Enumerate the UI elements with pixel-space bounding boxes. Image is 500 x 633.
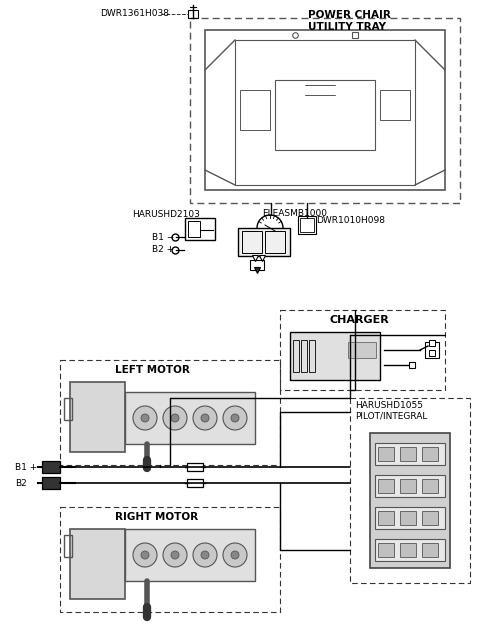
Text: RIGHT MOTOR: RIGHT MOTOR: [115, 512, 198, 522]
Circle shape: [223, 543, 247, 567]
Circle shape: [141, 414, 149, 422]
Circle shape: [193, 543, 217, 567]
Circle shape: [231, 551, 239, 559]
Text: LEFT MOTOR: LEFT MOTOR: [115, 365, 190, 375]
Circle shape: [133, 406, 157, 430]
Text: B2 +: B2 +: [152, 246, 174, 254]
Circle shape: [171, 414, 179, 422]
Text: HARUSHD2103: HARUSHD2103: [132, 210, 200, 219]
Polygon shape: [378, 511, 394, 525]
Text: B2: B2: [15, 479, 27, 487]
Circle shape: [141, 551, 149, 559]
Circle shape: [163, 406, 187, 430]
Text: DWR1010H098: DWR1010H098: [316, 216, 385, 225]
Polygon shape: [70, 529, 125, 599]
Polygon shape: [42, 461, 60, 473]
Text: POWER CHAIR
UTILITY TRAY: POWER CHAIR UTILITY TRAY: [308, 10, 391, 32]
Polygon shape: [422, 447, 438, 461]
Text: HARUSHD1055
PILOT/INTEGRAL: HARUSHD1055 PILOT/INTEGRAL: [355, 401, 428, 420]
Polygon shape: [375, 443, 445, 465]
Polygon shape: [400, 511, 416, 525]
Polygon shape: [70, 382, 125, 452]
Polygon shape: [370, 433, 450, 568]
Polygon shape: [422, 479, 438, 493]
Polygon shape: [125, 529, 255, 581]
Text: DWR1361H038: DWR1361H038: [100, 9, 169, 18]
Polygon shape: [400, 479, 416, 493]
Text: CHARGER: CHARGER: [330, 315, 390, 325]
Polygon shape: [375, 539, 445, 561]
Text: B1 −: B1 −: [152, 232, 174, 242]
Polygon shape: [378, 543, 394, 557]
Polygon shape: [422, 511, 438, 525]
Polygon shape: [290, 332, 380, 380]
Polygon shape: [238, 228, 290, 256]
Polygon shape: [375, 507, 445, 529]
Circle shape: [163, 543, 187, 567]
Circle shape: [133, 543, 157, 567]
Text: B1 +: B1 +: [15, 463, 37, 472]
Polygon shape: [378, 479, 394, 493]
Circle shape: [223, 406, 247, 430]
Polygon shape: [348, 342, 376, 358]
Polygon shape: [42, 477, 60, 489]
Polygon shape: [125, 392, 255, 444]
Polygon shape: [400, 543, 416, 557]
Circle shape: [201, 414, 209, 422]
Polygon shape: [187, 479, 203, 487]
Polygon shape: [422, 543, 438, 557]
Text: ELEASMB1000: ELEASMB1000: [262, 209, 327, 218]
Circle shape: [171, 551, 179, 559]
Polygon shape: [400, 447, 416, 461]
Circle shape: [231, 414, 239, 422]
Circle shape: [201, 551, 209, 559]
Polygon shape: [187, 463, 203, 471]
Polygon shape: [375, 475, 445, 497]
Polygon shape: [378, 447, 394, 461]
Circle shape: [193, 406, 217, 430]
